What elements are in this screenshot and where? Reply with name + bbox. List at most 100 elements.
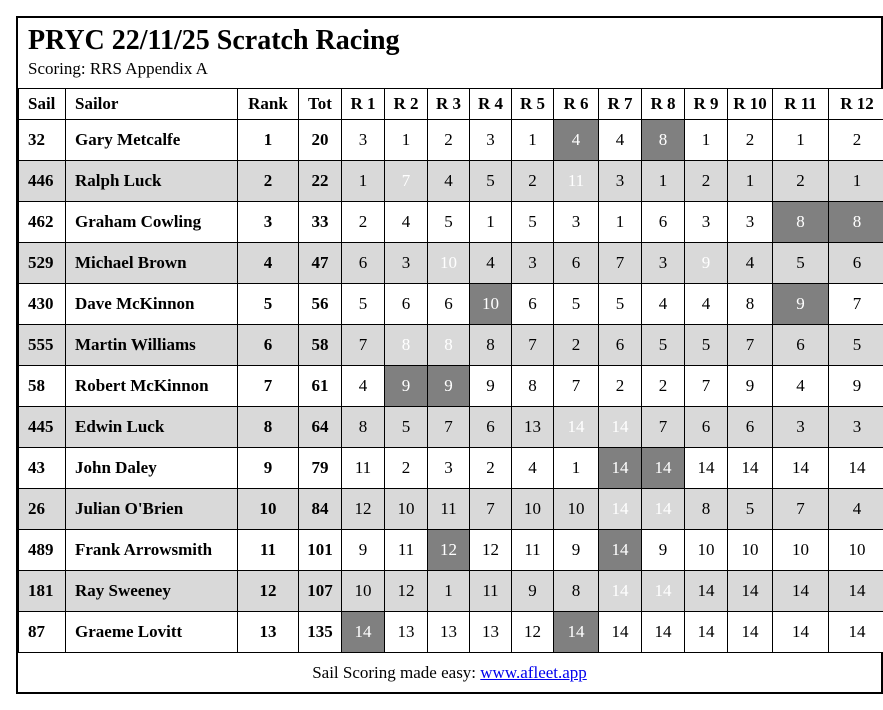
rank-cell: 1 xyxy=(238,120,299,161)
total-cell: 33 xyxy=(299,202,342,243)
race-score-cell-discard: 14 xyxy=(599,571,642,612)
race-score-cell: 7 xyxy=(512,325,554,366)
race-score-cell: 10 xyxy=(512,489,554,530)
sailor-cell: Julian O'Brien xyxy=(66,489,238,530)
race-score-cell: 7 xyxy=(829,284,883,325)
race-score-cell: 1 xyxy=(385,120,428,161)
race-score-cell: 3 xyxy=(512,243,554,284)
race-score-cell: 13 xyxy=(470,612,512,653)
column-header-r5: R 5 xyxy=(512,89,554,120)
race-score-cell: 11 xyxy=(385,530,428,571)
column-header-r2: R 2 xyxy=(385,89,428,120)
column-header-tot: Tot xyxy=(299,89,342,120)
total-cell: 20 xyxy=(299,120,342,161)
rank-cell: 9 xyxy=(238,448,299,489)
race-score-cell: 5 xyxy=(428,202,470,243)
race-score-cell: 12 xyxy=(512,612,554,653)
race-score-cell: 14 xyxy=(773,612,829,653)
sailor-cell: Graham Cowling xyxy=(66,202,238,243)
race-score-cell: 1 xyxy=(470,202,512,243)
race-score-cell: 5 xyxy=(685,325,728,366)
race-score-cell: 4 xyxy=(829,489,883,530)
race-score-cell: 4 xyxy=(470,243,512,284)
race-score-cell: 10 xyxy=(728,530,773,571)
race-score-cell: 2 xyxy=(342,202,385,243)
footer-text: Sail Scoring made easy: xyxy=(312,663,476,683)
race-score-cell: 2 xyxy=(829,120,883,161)
race-score-cell: 12 xyxy=(470,530,512,571)
race-score-cell: 10 xyxy=(829,530,883,571)
race-score-cell: 4 xyxy=(685,284,728,325)
race-score-cell: 14 xyxy=(773,448,829,489)
rank-cell: 13 xyxy=(238,612,299,653)
race-score-cell: 7 xyxy=(428,407,470,448)
rank-cell: 2 xyxy=(238,161,299,202)
race-score-cell-discard: 11 xyxy=(554,161,599,202)
rank-cell: 7 xyxy=(238,366,299,407)
total-cell: 101 xyxy=(299,530,342,571)
race-score-cell: 5 xyxy=(470,161,512,202)
race-score-cell-discard: 9 xyxy=(385,366,428,407)
sail-cell: 446 xyxy=(19,161,66,202)
race-score-cell-discard: 4 xyxy=(554,120,599,161)
race-score-cell-discard: 12 xyxy=(428,530,470,571)
race-score-cell: 10 xyxy=(554,489,599,530)
column-header-r9: R 9 xyxy=(685,89,728,120)
sail-cell: 529 xyxy=(19,243,66,284)
race-score-cell: 8 xyxy=(512,366,554,407)
race-score-cell: 5 xyxy=(385,407,428,448)
race-score-cell: 1 xyxy=(773,120,829,161)
race-score-cell: 4 xyxy=(773,366,829,407)
sailor-cell: Frank Arrowsmith xyxy=(66,530,238,571)
sail-cell: 462 xyxy=(19,202,66,243)
race-score-cell: 14 xyxy=(599,612,642,653)
race-score-cell: 1 xyxy=(685,120,728,161)
race-score-cell: 10 xyxy=(385,489,428,530)
total-cell: 64 xyxy=(299,407,342,448)
sailor-cell: Ray Sweeney xyxy=(66,571,238,612)
sail-cell: 26 xyxy=(19,489,66,530)
race-score-cell: 3 xyxy=(773,407,829,448)
race-score-cell: 3 xyxy=(470,120,512,161)
race-score-cell: 11 xyxy=(342,448,385,489)
rank-cell: 8 xyxy=(238,407,299,448)
race-score-cell: 5 xyxy=(642,325,685,366)
total-cell: 47 xyxy=(299,243,342,284)
sailor-cell: John Daley xyxy=(66,448,238,489)
race-score-cell-discard: 9 xyxy=(773,284,829,325)
race-score-cell: 14 xyxy=(685,612,728,653)
race-score-cell: 14 xyxy=(728,571,773,612)
title-block: PRYC 22/11/25 Scratch Racing Scoring: RR… xyxy=(18,18,881,88)
sail-cell: 32 xyxy=(19,120,66,161)
afleet-link[interactable]: www.afleet.app xyxy=(480,663,587,683)
race-score-cell-discard: 9 xyxy=(685,243,728,284)
column-header-r3: R 3 xyxy=(428,89,470,120)
race-score-cell: 3 xyxy=(554,202,599,243)
race-score-cell: 7 xyxy=(773,489,829,530)
race-score-cell: 9 xyxy=(554,530,599,571)
race-score-cell-discard: 14 xyxy=(642,448,685,489)
total-cell: 135 xyxy=(299,612,342,653)
race-score-cell: 6 xyxy=(685,407,728,448)
race-score-cell: 14 xyxy=(829,571,883,612)
race-score-cell: 9 xyxy=(829,366,883,407)
column-header-r8: R 8 xyxy=(642,89,685,120)
race-score-cell: 1 xyxy=(642,161,685,202)
column-header-r7: R 7 xyxy=(599,89,642,120)
race-score-cell: 4 xyxy=(599,120,642,161)
race-score-cell: 6 xyxy=(728,407,773,448)
race-score-cell-discard: 14 xyxy=(642,489,685,530)
race-score-cell: 12 xyxy=(385,571,428,612)
race-score-cell: 14 xyxy=(773,571,829,612)
race-score-cell: 14 xyxy=(728,448,773,489)
race-score-cell: 7 xyxy=(342,325,385,366)
rank-cell: 10 xyxy=(238,489,299,530)
race-score-cell: 13 xyxy=(512,407,554,448)
race-score-cell: 6 xyxy=(599,325,642,366)
